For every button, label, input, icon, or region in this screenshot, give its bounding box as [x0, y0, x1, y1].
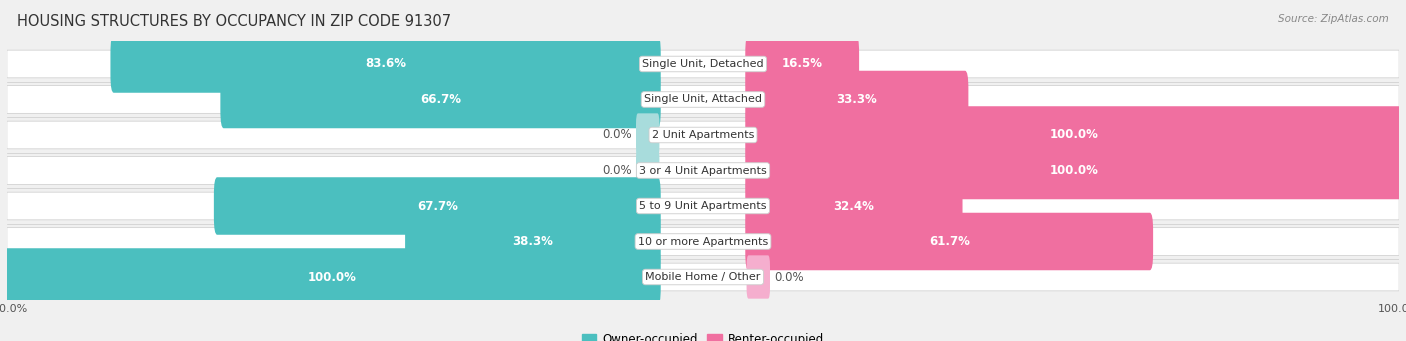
FancyBboxPatch shape — [745, 213, 1153, 270]
FancyBboxPatch shape — [7, 86, 1399, 113]
Text: 61.7%: 61.7% — [929, 235, 970, 248]
FancyBboxPatch shape — [7, 121, 1399, 149]
FancyBboxPatch shape — [7, 228, 1399, 255]
FancyBboxPatch shape — [7, 192, 1399, 220]
Text: 0.0%: 0.0% — [775, 270, 804, 283]
FancyBboxPatch shape — [4, 248, 661, 306]
Text: Mobile Home / Other: Mobile Home / Other — [645, 272, 761, 282]
FancyBboxPatch shape — [745, 106, 1402, 164]
Text: HOUSING STRUCTURES BY OCCUPANCY IN ZIP CODE 91307: HOUSING STRUCTURES BY OCCUPANCY IN ZIP C… — [17, 14, 451, 29]
FancyBboxPatch shape — [405, 213, 661, 270]
Text: 2 Unit Apartments: 2 Unit Apartments — [652, 130, 754, 140]
FancyBboxPatch shape — [745, 71, 969, 128]
Text: 100.0%: 100.0% — [308, 270, 357, 283]
Text: 16.5%: 16.5% — [782, 58, 823, 71]
FancyBboxPatch shape — [7, 157, 1399, 184]
Text: Source: ZipAtlas.com: Source: ZipAtlas.com — [1278, 14, 1389, 24]
Text: 10 or more Apartments: 10 or more Apartments — [638, 237, 768, 247]
Text: 83.6%: 83.6% — [366, 58, 406, 71]
Text: 3 or 4 Unit Apartments: 3 or 4 Unit Apartments — [640, 165, 766, 176]
FancyBboxPatch shape — [214, 177, 661, 235]
Text: 0.0%: 0.0% — [602, 164, 631, 177]
Text: 32.4%: 32.4% — [834, 199, 875, 212]
FancyBboxPatch shape — [745, 142, 1402, 199]
FancyBboxPatch shape — [747, 255, 770, 299]
Text: 33.3%: 33.3% — [837, 93, 877, 106]
FancyBboxPatch shape — [221, 71, 661, 128]
Text: 66.7%: 66.7% — [420, 93, 461, 106]
Text: 67.7%: 67.7% — [416, 199, 458, 212]
Text: 5 to 9 Unit Apartments: 5 to 9 Unit Apartments — [640, 201, 766, 211]
Text: 0.0%: 0.0% — [602, 129, 631, 142]
FancyBboxPatch shape — [7, 50, 1399, 78]
Text: 38.3%: 38.3% — [512, 235, 554, 248]
Text: 100.0%: 100.0% — [1049, 129, 1098, 142]
Text: Single Unit, Attached: Single Unit, Attached — [644, 94, 762, 104]
FancyBboxPatch shape — [7, 263, 1399, 291]
FancyBboxPatch shape — [745, 177, 963, 235]
Text: 100.0%: 100.0% — [1049, 164, 1098, 177]
FancyBboxPatch shape — [636, 149, 659, 192]
FancyBboxPatch shape — [111, 35, 661, 93]
FancyBboxPatch shape — [745, 35, 859, 93]
Text: Single Unit, Detached: Single Unit, Detached — [643, 59, 763, 69]
Legend: Owner-occupied, Renter-occupied: Owner-occupied, Renter-occupied — [578, 329, 828, 341]
FancyBboxPatch shape — [636, 113, 659, 157]
